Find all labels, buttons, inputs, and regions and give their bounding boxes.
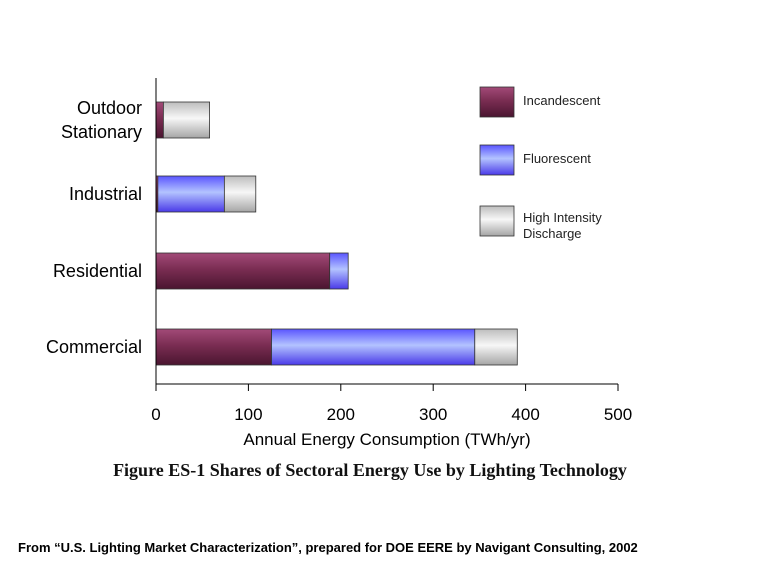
legend-label: Fluorescent [523, 151, 591, 166]
category-label: Commercial [46, 337, 142, 357]
bar-commercial-fluorescent [271, 328, 476, 366]
source-note: From “U.S. Lighting Market Characterizat… [18, 540, 638, 555]
x-axis-title: Annual Energy Consumption (TWh/yr) [243, 430, 530, 449]
category-label: Outdoor [77, 98, 142, 118]
category-label: Industrial [69, 184, 142, 204]
legend-swatch-high-intensity-discharge [479, 205, 515, 237]
legend: Incandescent Fluorescent High IntensityDis… [479, 86, 602, 241]
legend-label: Incandescent [523, 93, 601, 108]
category-label: Residential [53, 261, 142, 281]
x-tick-label: 300 [419, 405, 447, 424]
x-axis-ticks: 0 100 200 300 400 500 [151, 384, 632, 424]
bar-group [155, 101, 518, 366]
bar-outdoor-stationary-high-intensity-discharge [162, 101, 210, 139]
bar-industrial-fluorescent [157, 175, 225, 213]
x-tick-label: 0 [151, 405, 160, 424]
legend-swatch-incandescent [479, 86, 515, 118]
bar-industrial-high-intensity-discharge [223, 175, 257, 213]
x-tick-label: 400 [511, 405, 539, 424]
x-tick-label: 200 [327, 405, 355, 424]
legend-label: High Intensity [523, 210, 602, 225]
bar-residential-fluorescent [329, 252, 349, 290]
bar-commercial-incandescent [155, 328, 272, 366]
x-tick-label: 500 [604, 405, 632, 424]
category-labels: Outdoor Stationary Industrial Residential Co… [46, 98, 142, 357]
bar-commercial-high-intensity-discharge [474, 328, 518, 366]
category-label: Stationary [61, 122, 142, 142]
figure-title: Figure ES-1 Shares of Sectoral Energy Us… [113, 460, 627, 480]
bar-residential-incandescent [155, 252, 331, 290]
energy-bar-chart: 0 100 200 300 400 500 Outdoor Stationary Indust… [46, 78, 632, 449]
bar-outdoor-stationary-incandescent [155, 101, 164, 139]
legend-swatch-fluorescent [479, 144, 515, 176]
legend-label: Discharge [523, 226, 582, 241]
x-tick-label: 100 [234, 405, 262, 424]
